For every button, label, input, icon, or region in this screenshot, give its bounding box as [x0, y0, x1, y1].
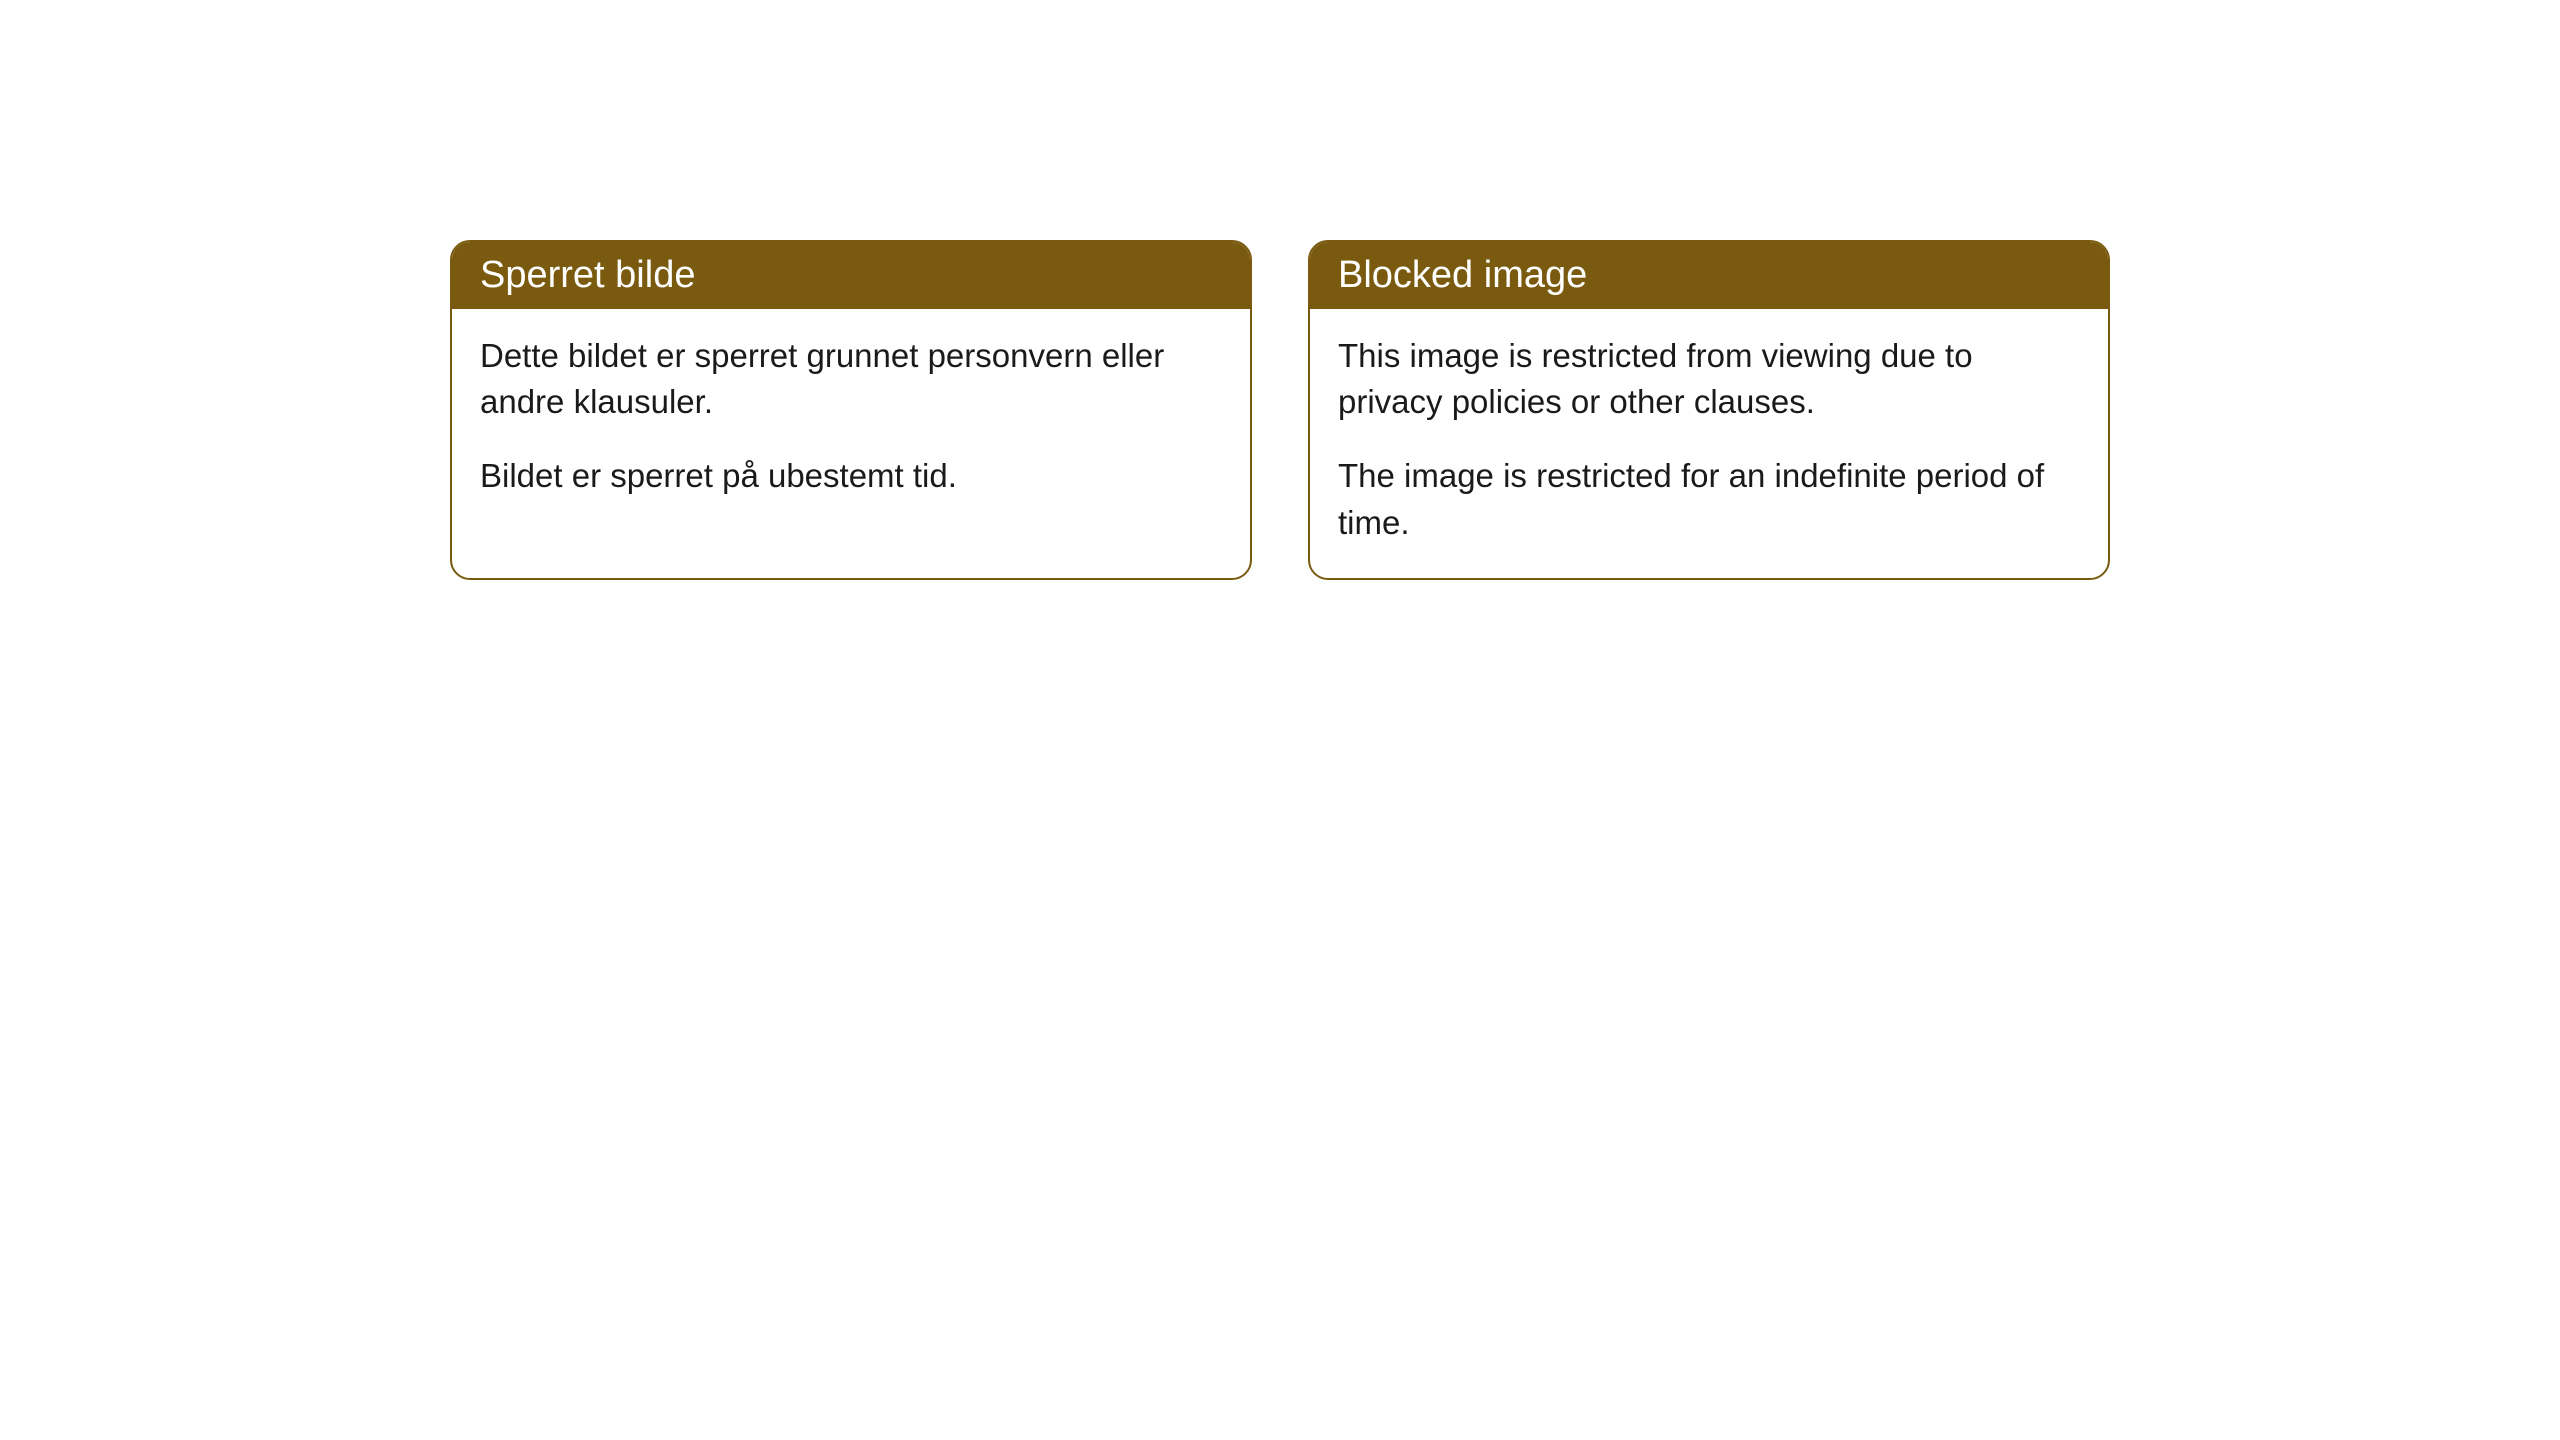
card-header-norwegian: Sperret bilde: [452, 242, 1250, 309]
card-paragraph-2: The image is restricted for an indefinit…: [1338, 453, 2080, 545]
card-english: Blocked image This image is restricted f…: [1308, 240, 2110, 580]
card-paragraph-1: Dette bildet er sperret grunnet personve…: [480, 333, 1222, 425]
card-paragraph-2: Bildet er sperret på ubestemt tid.: [480, 453, 1222, 499]
cards-container: Sperret bilde Dette bildet er sperret gr…: [450, 240, 2110, 580]
card-norwegian: Sperret bilde Dette bildet er sperret gr…: [450, 240, 1252, 580]
card-paragraph-1: This image is restricted from viewing du…: [1338, 333, 2080, 425]
card-header-english: Blocked image: [1310, 242, 2108, 309]
card-title: Sperret bilde: [480, 254, 695, 296]
card-body-english: This image is restricted from viewing du…: [1310, 309, 2108, 578]
card-title: Blocked image: [1338, 254, 1587, 296]
card-body-norwegian: Dette bildet er sperret grunnet personve…: [452, 309, 1250, 532]
